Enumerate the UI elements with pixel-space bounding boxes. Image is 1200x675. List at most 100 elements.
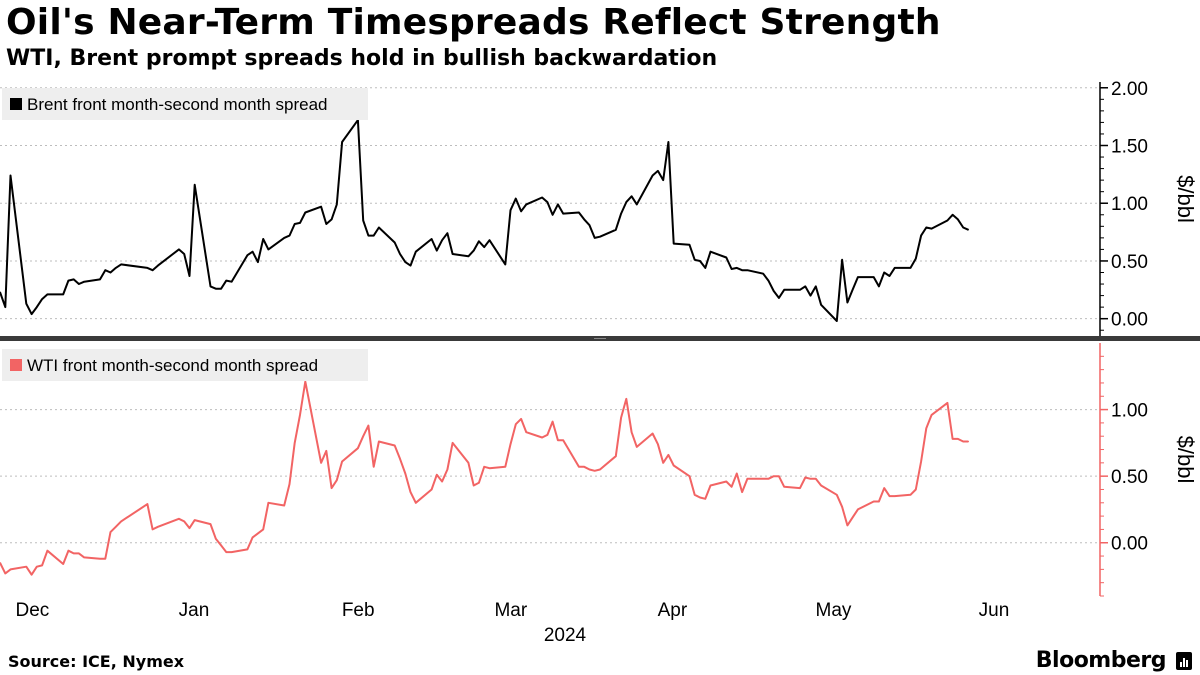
wti-data-point (483, 466, 485, 468)
wti-data-point (357, 447, 359, 449)
wti-data-point (262, 528, 264, 531)
brent-data-point (657, 170, 659, 172)
brent-data-point (331, 218, 333, 220)
brent-data-point (804, 285, 806, 287)
brent-data-point (120, 263, 122, 265)
brent-data-point (746, 269, 749, 271)
brent-data-point (394, 241, 396, 244)
x-tick-label: Jan (179, 600, 210, 621)
wti-data-point (478, 482, 480, 484)
panel-divider (0, 336, 1200, 341)
brent-data-point (336, 203, 338, 205)
brent-data-point (920, 235, 922, 237)
wti-y-tick-label: 1.00 (1111, 401, 1148, 422)
brent-data-point (504, 263, 506, 265)
wti-data-point (546, 434, 549, 436)
brent-data-point (852, 289, 854, 291)
brent-data-point (436, 250, 438, 252)
wti-data-point (852, 516, 854, 519)
brent-data-point (894, 267, 896, 269)
wti-data-point (362, 435, 364, 437)
wti-data-point (488, 467, 491, 469)
wti-data-point (804, 476, 806, 479)
brent-y-tick-label: 0.50 (1111, 252, 1148, 273)
wti-data-point (741, 491, 743, 493)
wti-data-point (967, 440, 970, 443)
brent-data-point (115, 267, 117, 269)
brent-data-point (925, 226, 927, 229)
wti-data-point (878, 500, 880, 503)
brent-data-point (636, 203, 638, 205)
wti-data-point (209, 523, 212, 525)
brent-data-point (220, 288, 222, 290)
brent-data-point (225, 280, 227, 282)
wti-data-point (473, 484, 475, 487)
wti-data-point (31, 574, 33, 576)
brent-y-tick-label: 1.00 (1111, 194, 1148, 215)
wti-data-point (931, 414, 933, 416)
brent-data-point (809, 295, 812, 297)
brent-data-point (520, 210, 522, 212)
wti-data-point (799, 487, 801, 489)
brent-y-tick-label: 1.50 (1111, 137, 1148, 158)
brent-data-point (262, 238, 264, 240)
brent-data-point (215, 288, 217, 290)
wti-panel: 0.00 0.50 1.00 $/bbl WTI front month-second … (0, 343, 1198, 597)
wti-data-point (820, 484, 822, 487)
wti-data-point (557, 439, 559, 441)
brent-data-point (452, 253, 454, 255)
wti-y-tick-label: 0.50 (1111, 467, 1148, 488)
wti-data-point (0, 562, 1, 564)
brent-data-point (546, 201, 549, 203)
wti-data-point (509, 443, 512, 445)
x-tick-label: Dec (16, 600, 50, 621)
brent-data-point (599, 236, 601, 238)
brent-data-point (594, 237, 596, 239)
wti-data-point (588, 468, 591, 471)
brent-y-tick-label: 0.00 (1111, 310, 1148, 331)
wti-data-point (552, 421, 554, 423)
brent-data-point (288, 235, 291, 237)
wti-data-point (452, 442, 454, 444)
brent-data-point (473, 250, 475, 252)
brent-data-point (667, 141, 670, 143)
wti-data-point (299, 414, 301, 416)
wti-data-point (436, 474, 438, 476)
brent-data-point (741, 269, 743, 271)
brent-data-point (178, 248, 180, 250)
brent-data-point (431, 238, 433, 240)
brent-data-point (99, 278, 101, 280)
wti-data-point (73, 552, 75, 555)
wti-data-point (115, 526, 117, 528)
brent-data-point (562, 213, 564, 215)
wti-data-point (841, 506, 843, 508)
wti-data-point (657, 443, 659, 445)
brent-data-point (578, 211, 580, 214)
wti-data-point (225, 551, 227, 553)
wti-data-point (625, 398, 627, 400)
wti-data-point (399, 458, 401, 460)
wti-data-point (946, 402, 949, 404)
brent-data-point (704, 267, 706, 269)
wti-data-point (688, 475, 691, 477)
brent-legend-label: Brent front month-second month spread (27, 95, 328, 114)
wti-data-point (120, 520, 122, 523)
wti-data-point (231, 551, 233, 553)
brent-data-point (441, 239, 443, 241)
wti-data-point (378, 440, 380, 443)
brent-data-point (857, 276, 859, 278)
brent-data-point (688, 244, 691, 246)
wti-data-point (288, 483, 291, 485)
wti-data-point (215, 538, 217, 540)
x-axis-year-label: 2024 (544, 625, 587, 646)
brent-data-point (820, 304, 822, 306)
brent-data-point (231, 281, 233, 283)
wti-data-point (152, 528, 154, 531)
wti-data-point (320, 462, 322, 464)
brent-data-point (483, 246, 485, 248)
brent-data-point (652, 174, 654, 177)
wti-data-point (441, 480, 443, 483)
wti-data-point (767, 478, 770, 480)
wti-data-point (667, 454, 670, 456)
brent-data-point (373, 235, 375, 237)
